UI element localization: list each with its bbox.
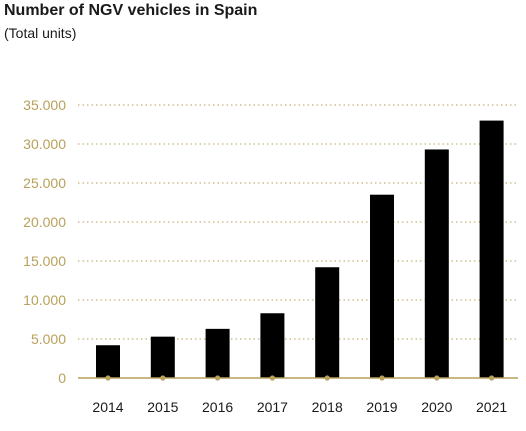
chart-subtitle: (Total units) bbox=[4, 25, 77, 41]
y-tick-label: 20.000 bbox=[23, 214, 66, 230]
y-tick-label: 5.000 bbox=[31, 331, 66, 347]
bar-2018 bbox=[315, 267, 340, 378]
y-tick-label: 10.000 bbox=[23, 292, 66, 308]
x-tick-marker bbox=[379, 375, 385, 381]
x-tick-marker bbox=[324, 375, 330, 381]
x-tick-label: 2016 bbox=[202, 399, 233, 415]
bar-2014 bbox=[96, 345, 120, 378]
x-tick-marker bbox=[160, 375, 166, 381]
y-tick-label: 35.000 bbox=[23, 97, 66, 113]
bar-2016 bbox=[205, 328, 230, 378]
x-tick-marker bbox=[215, 375, 221, 381]
y-tick-label: 30.000 bbox=[23, 136, 66, 152]
x-tick-marker bbox=[434, 375, 440, 381]
y-tick-label: 0 bbox=[58, 370, 66, 386]
x-tick-label: 2020 bbox=[421, 399, 452, 415]
x-tick-marker bbox=[489, 375, 495, 381]
x-tick-marker bbox=[105, 375, 111, 381]
bar-2021 bbox=[479, 120, 504, 378]
bar-2015 bbox=[150, 336, 175, 378]
bar-2017 bbox=[260, 313, 285, 378]
x-tick-label: 2019 bbox=[366, 399, 397, 415]
x-tick-label: 2014 bbox=[92, 399, 123, 415]
chart-title: Number of NGV vehicles in Spain bbox=[4, 2, 258, 19]
bar-2019 bbox=[370, 194, 394, 378]
x-tick-label: 2015 bbox=[147, 399, 178, 415]
y-tick-label: 25.000 bbox=[23, 175, 66, 191]
x-tick-label: 2017 bbox=[257, 399, 288, 415]
bar-2020 bbox=[424, 149, 449, 378]
y-tick-label: 15.000 bbox=[23, 253, 66, 269]
x-tick-label: 2021 bbox=[476, 399, 507, 415]
x-tick-marker bbox=[269, 375, 275, 381]
x-tick-label: 2018 bbox=[312, 399, 343, 415]
